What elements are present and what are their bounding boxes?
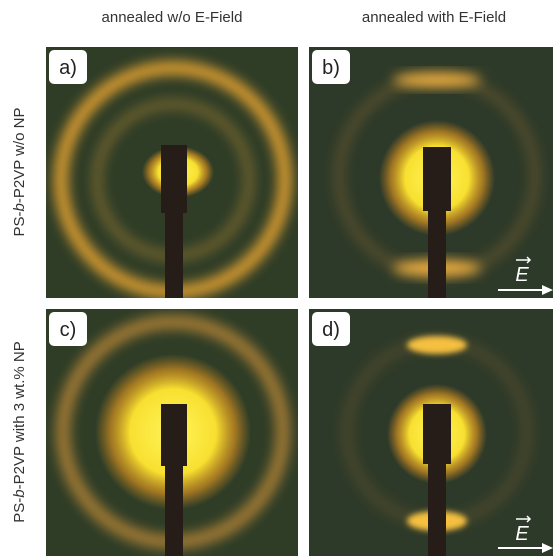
figure: annealed w/o E-Field annealed with E-Fie… xyxy=(0,0,553,556)
row-label: PS-b-P2VP w/o NP xyxy=(11,108,28,237)
row-label-text: b xyxy=(11,203,28,211)
beam-stop xyxy=(165,210,183,300)
beam-stop xyxy=(428,460,446,556)
row-label-text: -P2VP with 3 wt.% NP xyxy=(11,341,28,489)
column-header: annealed w/o E-Field xyxy=(102,9,243,26)
row-label-text: b xyxy=(11,489,28,497)
beam-stop xyxy=(423,147,451,211)
spot xyxy=(407,336,467,354)
field-label: E xyxy=(515,264,529,286)
pattern xyxy=(46,309,298,556)
panel-label: d) xyxy=(322,319,340,341)
panel-label: c) xyxy=(60,319,77,341)
beam-stop xyxy=(165,462,183,556)
panel-label: a) xyxy=(59,57,77,79)
pattern: E xyxy=(309,309,553,556)
panel-label: b) xyxy=(322,57,340,79)
column-header: annealed with E-Field xyxy=(362,9,506,26)
beam-stop xyxy=(161,404,187,466)
field-label: E xyxy=(515,523,529,545)
beam-stop xyxy=(423,404,451,464)
row-label: PS-b-P2VP with 3 wt.% NP xyxy=(11,341,28,522)
row-label-text: PS- xyxy=(11,211,28,236)
page: annealed w/o E-Field annealed with E-Fie… xyxy=(0,0,553,556)
pattern xyxy=(46,47,298,300)
beam-stop xyxy=(428,208,446,300)
pattern: E xyxy=(309,47,553,300)
arc xyxy=(393,73,481,87)
row-label-text: -P2VP w/o NP xyxy=(11,108,28,204)
beam-stop xyxy=(161,145,187,213)
row-label-text: PS- xyxy=(11,498,28,523)
